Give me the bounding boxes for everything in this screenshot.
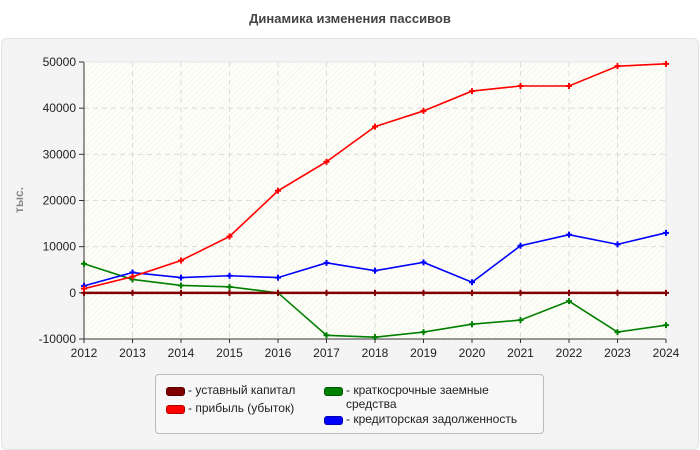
legend-item-payables: - кредиторская задолженность: [324, 412, 517, 426]
data-point: [323, 259, 330, 266]
data-point: [469, 279, 475, 286]
x-tick-label: 2019: [410, 346, 437, 360]
x-tick-label: 2021: [507, 346, 534, 360]
y-tick-label: 50000: [43, 55, 77, 69]
data-point: [178, 274, 184, 281]
data-point: [275, 187, 281, 194]
data-point: [469, 88, 475, 95]
legend-swatch: [324, 387, 343, 396]
x-tick-label: 2020: [459, 346, 486, 360]
data-point: [226, 272, 233, 279]
chart-title: Динамика изменения пассивов: [249, 11, 451, 26]
legend-swatch: [166, 387, 185, 396]
y-tick-label: 10000: [43, 240, 77, 254]
data-point: [517, 242, 524, 249]
x-tick-label: 2012: [71, 346, 98, 360]
data-point: [566, 83, 572, 90]
data-point: [129, 273, 136, 280]
y-tick-label: -10000: [39, 332, 77, 346]
data-point: [663, 60, 669, 67]
data-point: [372, 123, 378, 130]
data-point: [420, 289, 427, 296]
legend-item-share-capital: - уставный капитал: [166, 383, 295, 397]
data-point: [614, 241, 621, 248]
data-point: [323, 158, 330, 165]
data-point: [663, 322, 669, 329]
data-point: [275, 289, 281, 296]
data-point: [663, 229, 669, 236]
x-tick-label: 2015: [216, 346, 243, 360]
data-point: [420, 259, 427, 266]
x-tick-label: 2022: [556, 346, 583, 360]
data-point: [469, 289, 475, 296]
x-tick-label: 2016: [265, 346, 292, 360]
data-point: [372, 267, 378, 274]
legend-item-short-term-loans: - краткосрочные заемные средства: [324, 383, 524, 411]
x-tick-label: 2023: [604, 346, 631, 360]
data-point: [226, 283, 233, 290]
data-point: [81, 260, 87, 267]
data-point: [517, 317, 524, 324]
y-axis-label: тыс.: [12, 187, 26, 213]
y-tick-label: 20000: [43, 194, 77, 208]
data-point: [178, 282, 184, 289]
data-point: [614, 329, 621, 336]
data-point: [566, 298, 572, 305]
data-point: [566, 231, 572, 238]
x-tick-label: 2024: [653, 346, 680, 360]
data-point: [226, 233, 233, 240]
legend-label: - кредиторская задолженность: [346, 412, 518, 426]
legend-label: - краткосрочные заемные средства: [346, 383, 489, 411]
data-point: [323, 289, 330, 296]
data-point: [517, 289, 524, 296]
y-tick-label: 30000: [43, 147, 77, 161]
x-tick-label: 2017: [313, 346, 340, 360]
data-point: [129, 289, 136, 296]
legend-swatch: [166, 405, 185, 414]
data-point: [226, 289, 233, 296]
data-point: [275, 274, 281, 281]
legend: - уставный капитал - прибыль (убыток) - …: [155, 374, 544, 434]
data-point: [420, 107, 427, 114]
data-point: [566, 289, 572, 296]
y-tick-label: 40000: [43, 101, 77, 115]
data-point: [81, 285, 87, 292]
data-point: [420, 329, 427, 336]
data-point: [614, 289, 621, 296]
legend-swatch: [324, 416, 343, 425]
x-tick-label: 2014: [168, 346, 195, 360]
data-point: [614, 63, 621, 70]
data-point: [178, 289, 184, 296]
legend-label: - прибыль (убыток): [188, 401, 295, 415]
x-tick-label: 2013: [119, 346, 146, 360]
data-point: [517, 83, 524, 90]
data-point: [372, 289, 378, 296]
data-point: [372, 334, 378, 341]
x-tick-label: 2018: [362, 346, 389, 360]
legend-label: - уставный капитал: [188, 383, 296, 397]
data-point: [663, 289, 669, 296]
data-point: [323, 332, 330, 339]
data-point: [178, 257, 184, 264]
data-point: [469, 321, 475, 328]
legend-item-profit: - прибыль (убыток): [166, 401, 294, 415]
y-tick-label: 0: [69, 286, 76, 300]
